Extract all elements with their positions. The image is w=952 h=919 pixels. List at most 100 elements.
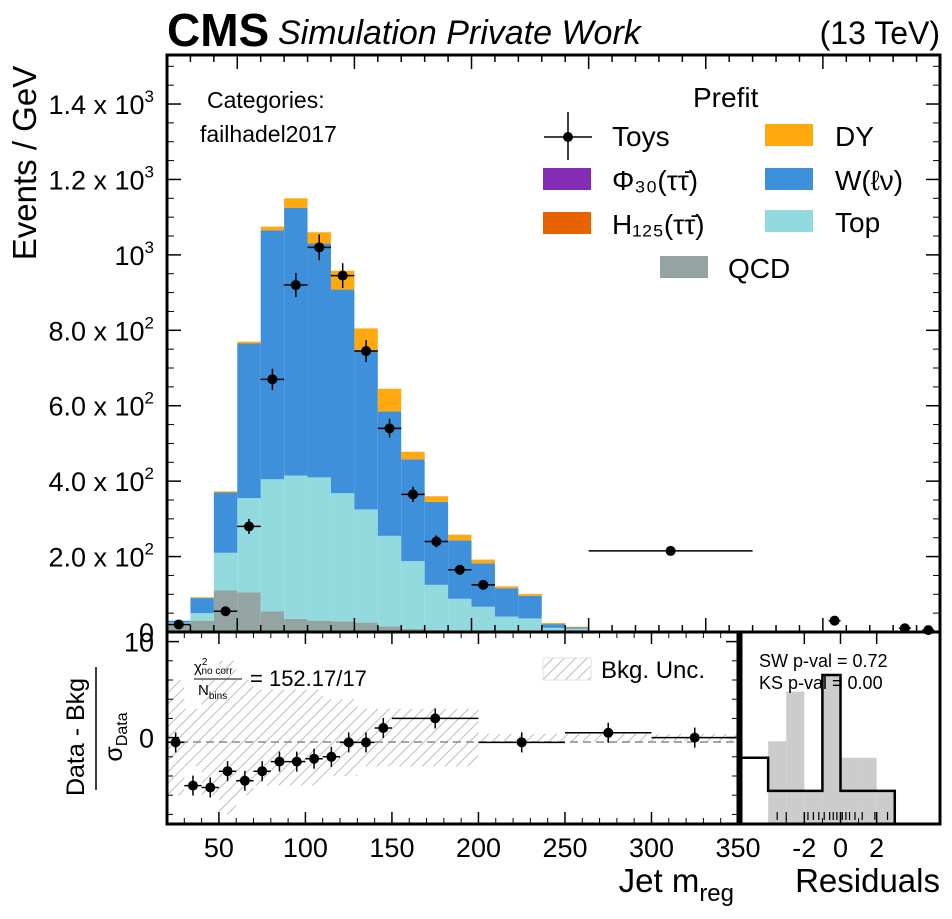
legend: Prefit Toys Φ₃₀(ττ̄) H₁₂₅(ττ̄) DY [543,82,903,284]
bar-qcd [284,618,308,632]
bar-dy [260,226,285,231]
bar-dy [190,597,214,599]
pull-point [205,782,216,793]
residual-data-bar [768,741,787,824]
legend-label-toys: Toys [612,121,670,152]
toy-point [267,374,278,385]
pull-point [360,737,371,748]
pull-ticks: 50 100 150 200 250 300 350 0 10 [124,628,761,863]
legend-entry-h125: H₁₂₅(ττ̄) [543,209,705,240]
bar-dy [284,198,308,208]
svg-text:σData: σData [100,712,131,761]
bar-dy [471,559,495,564]
pull-x-tick-label: 150 [369,833,414,863]
bar-wlnu [518,595,542,619]
bar-qcd [307,620,331,632]
bar-wlnu [494,588,519,617]
bar-wlnu [260,230,285,480]
main-y-tick-label: 4.0 x 102 [48,464,154,497]
pull-point [378,723,389,733]
legend-label-wlnu: W(ℓν) [835,165,903,196]
bar-wlnu [377,411,402,536]
bar-top [565,628,589,632]
toy-point [290,280,301,291]
sw-pval: SW p-val = 0.72 [759,651,888,671]
pull-frame [165,630,740,826]
bar-wlnu [307,243,331,478]
bar-qcd [190,620,214,632]
residual-x-axis-label: Residuals [795,862,940,899]
legend-entry-phi30: Φ₃₀(ττ̄) [543,165,698,196]
residual-data-bar [786,691,805,824]
legend-entry-dy: DY [765,121,874,152]
toy-point [665,545,676,556]
unc-legend-label: Bkg. Unc. [601,657,705,684]
bar-wlnu [330,289,355,494]
residual-data-bar [804,790,823,824]
toy-point [173,619,184,630]
main-y-tick-label: 2.0 x 102 [48,540,154,573]
bar-wlnu [565,627,589,629]
legend-swatch-phi30 [543,168,591,190]
pull-point [170,737,181,748]
unc-legend: Bkg. Unc. [542,657,705,684]
legend-label-h125: H₁₂₅(ττ̄) [612,209,705,240]
unc-band-bin [253,689,271,786]
ks-pval: KS p-val = 0.00 [759,673,883,693]
toy-point [454,564,465,575]
pull-x-tick-label: 300 [629,833,674,863]
pull-x-tick-label: 50 [204,833,234,863]
unc-band-bin [218,660,237,815]
legend-entry-toys: Toys [544,112,670,160]
bar-top [213,552,238,591]
toy-point [829,615,840,626]
pull-x-tick-label: 100 [283,833,328,863]
main-y-ticks: 0 2.0 x 102 4.0 x 102 6.0 x 102 8.0 x 102 103… [48,55,940,648]
legend-swatch-h125 [543,212,591,234]
bar-wlnu [213,492,238,553]
residual-x-tick-label: -2 [792,833,816,863]
bar-dy [354,328,378,352]
bar-top [284,475,308,619]
pull-point [291,756,302,767]
bar-qcd [237,592,261,632]
pull-point [222,766,233,777]
bar-dy [377,388,402,412]
bar-dy [541,622,566,625]
bar-wlnu [541,624,566,628]
toy-point [361,346,372,357]
residual-x-tick-label: 2 [869,833,884,863]
residual-histograms [741,673,940,826]
bar-top [518,618,542,632]
pull-panel: 50 100 150 200 250 300 350 0 10 χ2 no corr Nbins … [62,628,761,907]
toys-points [167,234,935,636]
bar-top [330,493,355,622]
residual-panel: -2 0 2 SW p-val = 0.72 KS p-val = 0.00 Res… [739,630,942,899]
legend-swatch-wlnu [765,168,813,190]
energy-label: (13 TeV) [820,15,940,51]
bar-dy [237,341,261,344]
bar-qcd [377,626,402,632]
bar-dy [213,491,238,493]
bar-qcd [330,621,355,632]
toy-point [243,521,254,532]
bar-dy [401,451,425,460]
stacked-histogram [167,198,940,632]
main-y-tick-label: 103 [114,238,154,271]
pull-x-tick-label: 350 [715,833,760,863]
bar-top [424,584,449,631]
pull-point [239,775,250,786]
bar-qcd [354,622,378,632]
toy-point [431,536,442,547]
legend-label-phi30: Φ₃₀(ττ̄) [612,165,698,196]
bar-top [190,613,214,621]
pull-x-axis-label: Jet mreg [619,862,734,907]
main-y-tick-label: 1.4 x 103 [48,87,154,120]
pull-points [167,708,738,798]
simulation-label: Simulation Private Work [278,14,643,52]
legend-swatch-qcd [660,256,708,278]
pull-point [343,737,354,748]
main-y-tick-label: 0 [139,618,154,648]
category-title: Categories: [207,87,325,113]
